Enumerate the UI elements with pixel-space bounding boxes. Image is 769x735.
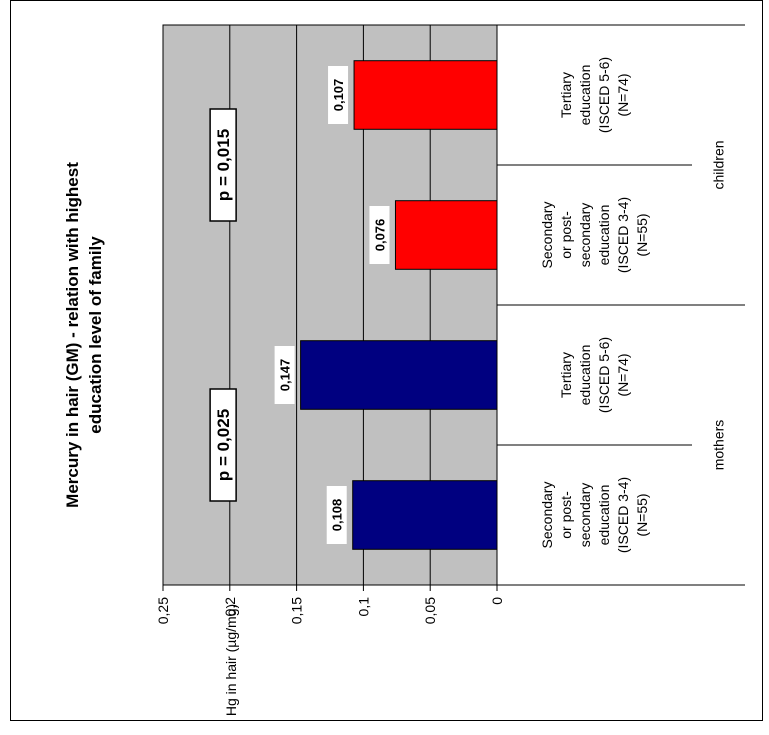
annotation-text: p = 0,015 — [214, 129, 233, 201]
category-label-line: education — [596, 205, 612, 266]
category-label-line: (N=55) — [634, 493, 650, 536]
value-label-box — [369, 206, 390, 264]
category-label-line: education — [577, 65, 593, 126]
annotation-box — [209, 108, 237, 222]
category-label-line: or post- — [558, 211, 574, 259]
y-axis-label: Hg in hair (µg/mg) — [223, 604, 239, 716]
category-label-line: education — [596, 485, 612, 546]
value-label: 0,147 — [278, 359, 293, 392]
category-label-line: Secondary — [539, 482, 555, 549]
category-label-line: secondary — [577, 483, 593, 548]
chart-title-line-2: education level of family — [86, 236, 105, 434]
category-label-line: Tertiary — [558, 72, 574, 118]
group-label-mothers: mothers — [711, 420, 727, 471]
chart-title-line-1: Mercury in hair (GM) - relation with hig… — [63, 162, 82, 508]
y-tick-label: 0,2 — [222, 597, 238, 617]
category-labels: Secondary or post-secondary education (ISCE… — [497, 24, 745, 586]
annotations: p = 0,025 p = 0,015 — [209, 108, 237, 502]
value-label-box — [326, 486, 347, 544]
y-tick-label: 0,25 — [155, 597, 171, 624]
value-label: 0,076 — [372, 219, 387, 252]
rotated-chart: 0,25 0,2 0,15 0,1 0,05 0 Secondary or post-sec… — [63, 24, 745, 716]
annotation-text: p = 0,025 — [214, 409, 233, 481]
y-tick-label: 0 — [489, 597, 505, 605]
y-tick-label: 0,05 — [422, 597, 438, 624]
value-label: 0,107 — [331, 79, 346, 112]
category-label-line: education — [577, 345, 593, 406]
bar-mothers-1 — [300, 340, 498, 410]
bars — [300, 60, 498, 550]
bar-children-3 — [353, 60, 498, 130]
value-label-box — [274, 346, 295, 404]
category-label-line: secondary — [577, 203, 593, 268]
category-label-line: (ISCED 3-4) — [615, 477, 631, 553]
y-axis-ticks: 0,25 0,2 0,15 0,1 0,05 0 — [155, 585, 505, 624]
category-label-line: (ISCED 5-6) — [596, 337, 612, 413]
annotation-box — [209, 388, 237, 502]
value-labels: 0,108 0,147 0,076 0,107 — [274, 66, 390, 544]
category-label-line: Tertiary — [558, 352, 574, 398]
category-label-line: or post- — [558, 491, 574, 539]
y-tick-label: 0,15 — [289, 597, 305, 624]
y-tick-label: 0,1 — [355, 597, 371, 617]
bar-children-2 — [394, 200, 498, 270]
category-label-line: (ISCED 5-6) — [596, 57, 612, 133]
category-label-line: Secondary — [539, 202, 555, 269]
value-label: 0,108 — [330, 499, 345, 532]
category-label-line: (N=74) — [615, 73, 631, 116]
bar-mothers-0 — [352, 480, 498, 550]
group-label-children: children — [711, 140, 727, 189]
category-label-line: (ISCED 3-4) — [615, 197, 631, 273]
category-label-line: (N=74) — [615, 353, 631, 396]
value-label-box — [328, 66, 349, 124]
category-label-line: (N=55) — [634, 213, 650, 256]
